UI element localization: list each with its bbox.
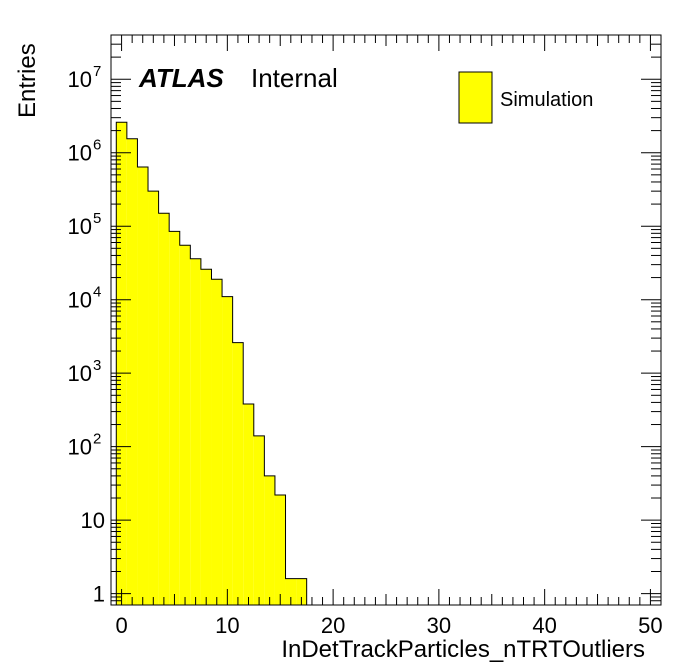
histogram-bar [158, 213, 170, 606]
y-tick-label: 10 [81, 508, 105, 533]
legend: Simulation [458, 71, 593, 124]
histogram-bar [264, 475, 275, 605]
legend-swatch-simulation [458, 71, 493, 124]
histogram-bar [285, 578, 297, 605]
y-tick-label-exponent: 3 [93, 357, 101, 374]
histogram-bar [232, 342, 244, 605]
histogram-bar [296, 578, 307, 605]
histogram-bar [274, 494, 286, 605]
y-tick-label: 10 [68, 288, 92, 313]
y-tick-label: 10 [68, 67, 92, 92]
x-tick-label: 40 [532, 613, 556, 638]
histogram-bar [211, 279, 223, 605]
histogram-bar [116, 122, 127, 605]
y-tick-label: 10 [68, 435, 92, 460]
y-tick-label-exponent: 7 [93, 63, 101, 80]
histogram-bar [126, 138, 138, 605]
x-tick-label: 20 [321, 613, 345, 638]
legend-label-simulation: Simulation [500, 89, 593, 111]
histogram-bar [200, 269, 212, 605]
histogram-bar [179, 245, 191, 606]
histogram-bar [148, 191, 159, 605]
y-tick-label: 10 [68, 361, 92, 386]
histogram-bar [190, 258, 201, 605]
atlas-label: ATLAS [138, 63, 224, 93]
y-tick-label-exponent: 5 [93, 210, 101, 227]
y-tick-label: 1 [93, 582, 105, 607]
x-tick-labels: 0 10 20 30 40 50 [115, 613, 662, 638]
y-axis-title: Entries [14, 43, 41, 118]
histogram-bar [137, 166, 149, 606]
y-tick-label-exponent: 2 [93, 431, 101, 448]
histogram-bar [222, 296, 233, 605]
x-axis [121, 35, 651, 605]
histogram-outline [115, 121, 308, 605]
histogram-bars [116, 122, 307, 606]
y-tick-label-exponent: 4 [93, 284, 101, 301]
x-tick-label: 0 [115, 613, 127, 638]
y-tick-label: 10 [68, 214, 92, 239]
x-axis-title: InDetTrackParticles_nTRTOutliers [281, 636, 645, 663]
atlas-internal-label: Internal [251, 63, 338, 93]
y-tick-label: 10 [68, 141, 92, 166]
x-tick-label: 50 [638, 613, 662, 638]
y-axis [111, 34, 661, 606]
histogram-bar [243, 404, 254, 605]
y-tick-label-exponent: 6 [93, 137, 101, 154]
histogram-bar [169, 231, 180, 605]
histogram-bar [253, 435, 265, 605]
x-tick-label: 10 [215, 613, 239, 638]
x-tick-label: 30 [427, 613, 451, 638]
